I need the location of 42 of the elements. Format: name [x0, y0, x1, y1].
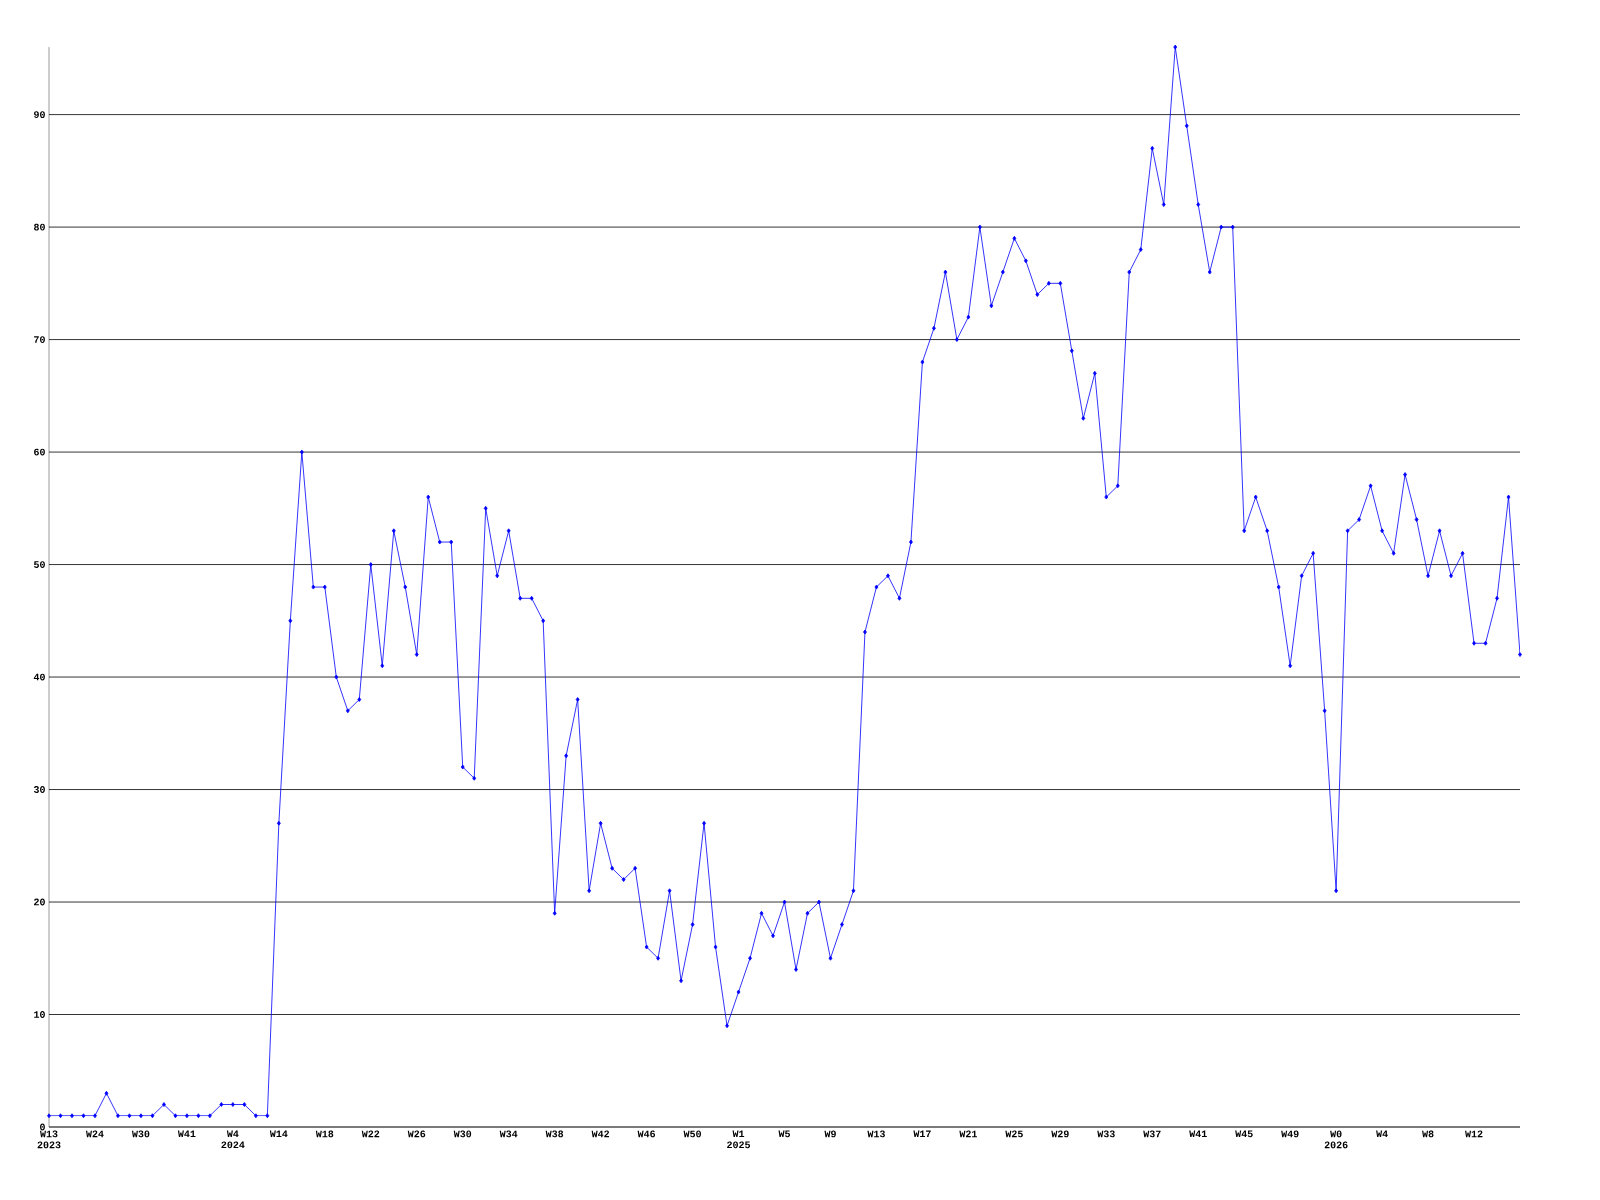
y-tick-label: 10	[34, 1011, 45, 1018]
x-tick-label: W0 2026	[1324, 1130, 1348, 1149]
x-tick-label: W34	[499, 1130, 518, 1138]
y-tick-label: 20	[34, 898, 45, 906]
x-tick-label: W46	[637, 1130, 656, 1138]
x-tick-label: W49	[1281, 1130, 1299, 1138]
x-tick-label: W37	[1143, 1130, 1161, 1138]
x-tick-label: W21	[959, 1130, 977, 1138]
x-tick-label: W13	[867, 1130, 885, 1138]
y-tick-label: 90	[34, 111, 45, 118]
x-tick-label: W29	[1051, 1130, 1069, 1138]
x-tick-label: W1 2025	[727, 1130, 751, 1149]
x-tick-label: W41	[177, 1130, 196, 1138]
x-tick-label: W50	[683, 1130, 701, 1138]
x-tick-label: W12	[1465, 1130, 1483, 1138]
x-tick-label: W5	[778, 1130, 790, 1138]
y-tick-label: 70	[34, 336, 45, 343]
x-tick-label: W30	[131, 1130, 150, 1138]
x-tick-label: W9	[824, 1130, 836, 1138]
y-tick-label: 60	[34, 448, 45, 456]
x-tick-label: W41	[1189, 1130, 1207, 1138]
y-tick-label: 30	[33, 786, 45, 793]
x-tick-label: W14	[269, 1130, 288, 1138]
x-tick-label: W45	[1235, 1130, 1253, 1138]
x-tick-label: W8	[1422, 1130, 1434, 1138]
x-tick-label: W4	[1376, 1130, 1388, 1138]
x-tick-label: W24	[85, 1130, 104, 1138]
x-tick-label: W17	[913, 1130, 931, 1138]
x-tick-label: W25	[1005, 1130, 1023, 1138]
y-tick-label: 0	[40, 1123, 45, 1131]
y-tick-label: 50	[33, 561, 45, 568]
x-tick-label: W42	[591, 1130, 610, 1138]
x-tick-label: W22	[361, 1130, 380, 1138]
y-tick-label: 40	[33, 673, 45, 681]
x-tick-label: W4 2024	[221, 1130, 245, 1149]
x-tick-label: W13 2023	[37, 1130, 61, 1149]
x-tick-label: W30	[453, 1130, 472, 1138]
y-tick-label: 80	[34, 223, 45, 231]
x-tick-label: W18	[315, 1130, 334, 1138]
x-tick-label: W33	[1097, 1130, 1115, 1138]
x-tick-label: W26	[407, 1130, 426, 1138]
x-tick-label: W38	[545, 1130, 564, 1138]
